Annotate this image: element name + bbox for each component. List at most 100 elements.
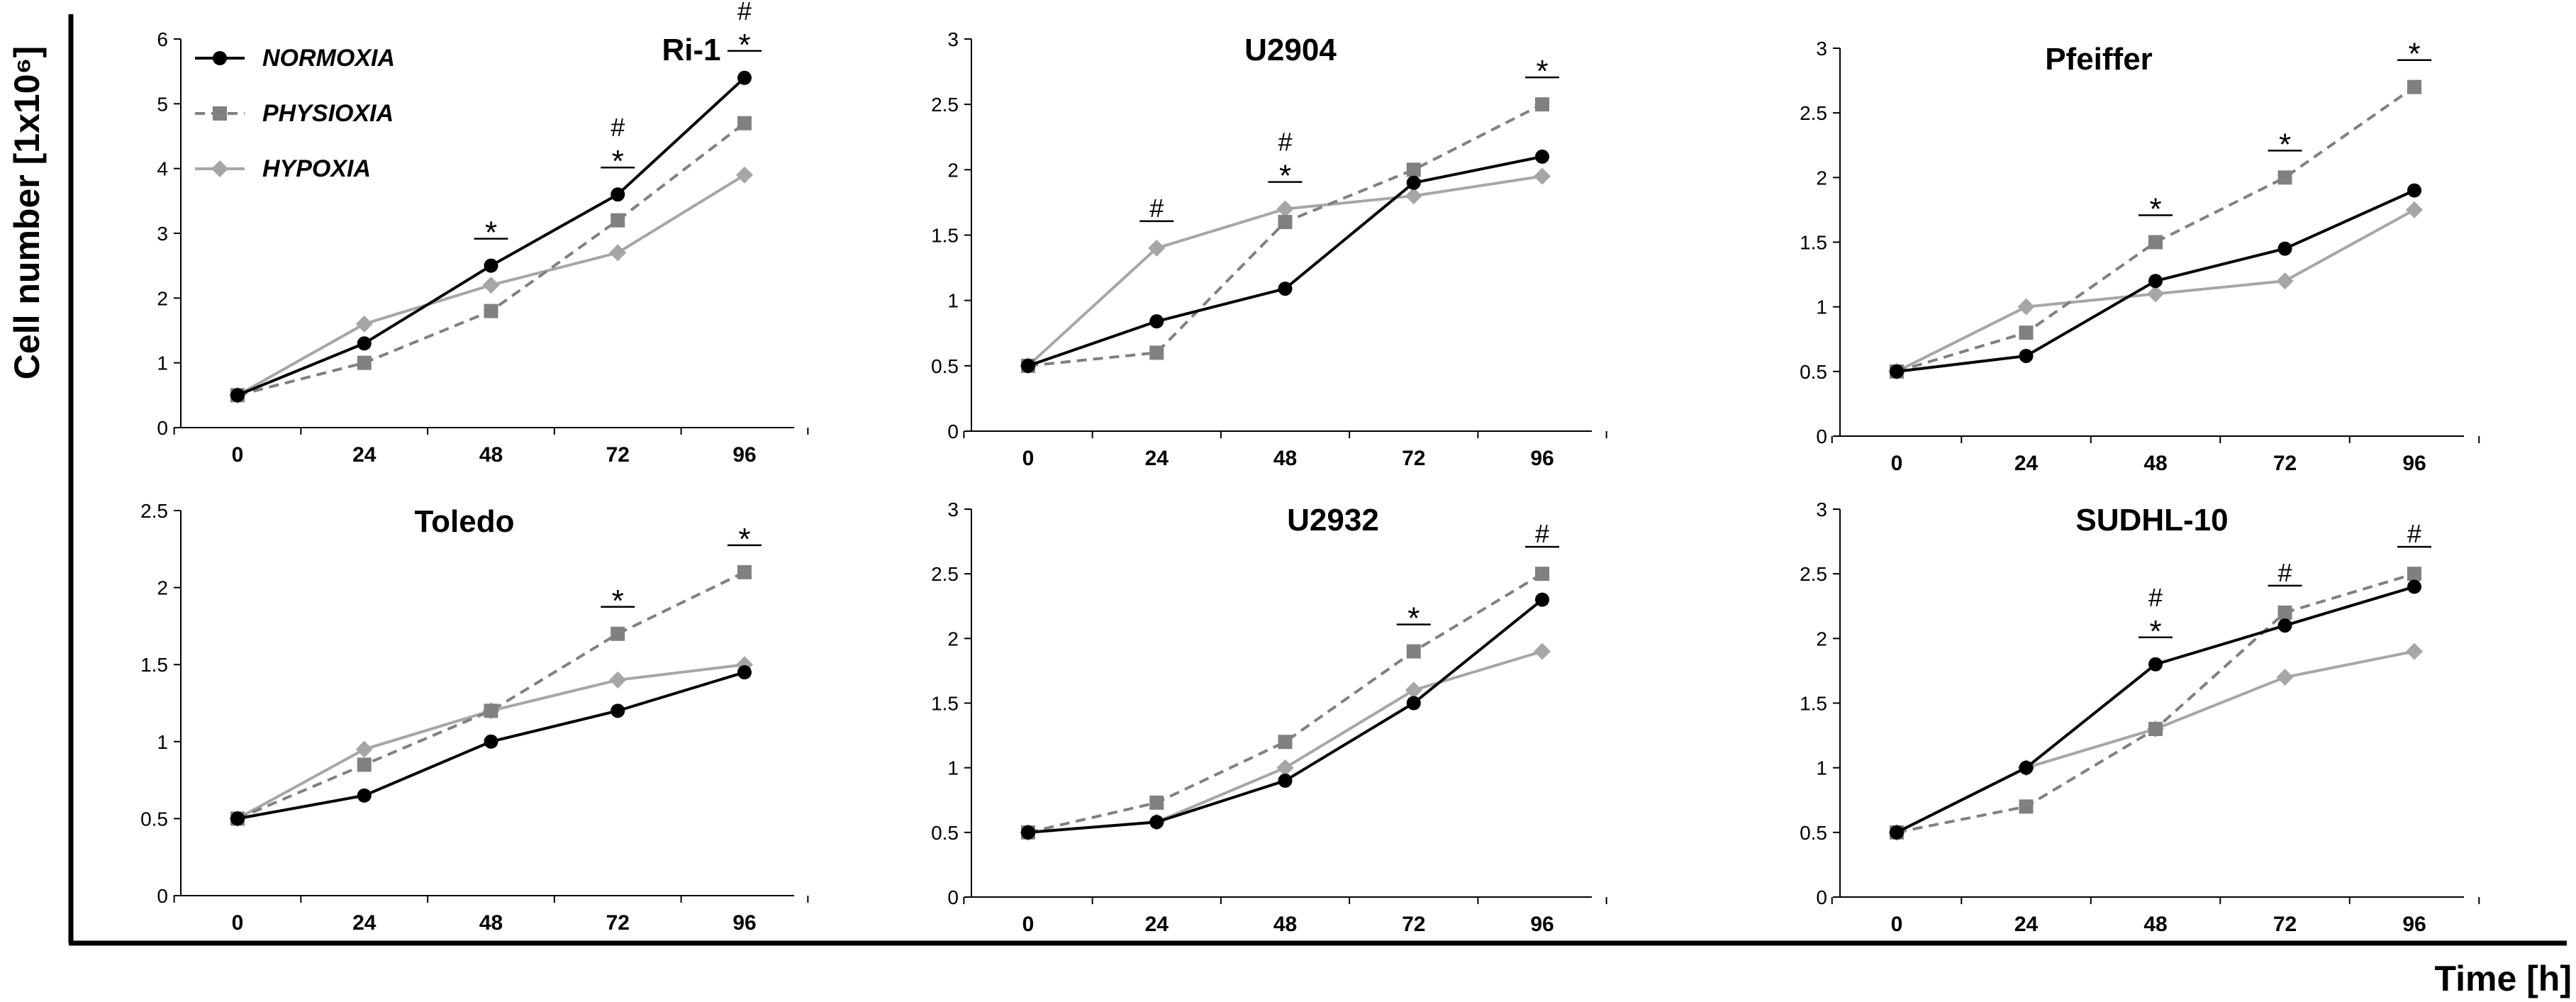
data-point-hypoxia [2406,642,2423,660]
legend-label-normoxia: NORMOXIA [262,45,395,72]
data-point-physioxia [610,213,625,228]
series-line-normoxia [1027,599,1544,834]
y-tick-label: 2.5 [931,94,959,116]
data-point-physioxia [1278,735,1293,750]
y-tick-label: 3 [947,28,959,50]
y-tick-label: 0.5 [140,808,168,830]
x-tick-label: 96 [732,911,756,935]
data-point-physioxia [484,304,498,318]
legend-marker-hypoxia [211,160,228,177]
data-point-hypoxia [2276,669,2294,686]
y-tick-label: 0 [157,417,168,439]
data-point-physioxia [737,116,752,130]
x-tick-label: 48 [2143,913,2167,936]
y-tick-label: 2.5 [140,500,168,522]
significance-star: * [2408,37,2420,72]
data-point-hypoxia [355,740,373,758]
data-point-hypoxia [2147,285,2164,303]
x-tick-label: 96 [2402,452,2426,475]
y-tick-label: 1.5 [1800,232,1827,254]
y-tick-label: 2 [947,159,959,181]
x-tick-label: 72 [1402,913,1425,936]
significance-star: * [2149,614,2161,649]
panel-title: Ri-1 [662,33,720,67]
panel-u2932: 0 0.5 1 1.5 2 2.5 3 0 24 48 72 96 U2932 * # [931,499,1607,936]
data-point-hypoxia [609,671,627,689]
y-tick-label: 0 [157,885,168,907]
data-point-physioxia [2148,721,2163,736]
x-tick-label: 0 [1891,913,1903,936]
legend-marker-physioxia [213,106,227,121]
x-tick-label: 72 [1402,447,1425,470]
significance-hash: # [2277,558,2292,587]
x-tick-label: 96 [732,443,756,467]
panel-title: U2932 [1287,503,1379,538]
y-tick-label: 2.5 [1800,102,1827,124]
data-point-physioxia [1149,345,1164,360]
y-tick-label: 0.5 [931,355,959,377]
data-point-normoxia [1149,314,1164,329]
x-tick-label: 48 [479,911,503,935]
x-tick-label: 24 [2014,452,2039,475]
data-point-normoxia [2019,348,2034,363]
data-point-physioxia [1535,97,1549,112]
x-tick-label: 96 [1530,913,1554,936]
data-point-physioxia [2019,325,2034,340]
significance-hash: # [1149,194,1164,223]
significance-star: * [1279,159,1291,194]
data-point-normoxia [1535,149,1549,164]
data-point-normoxia [1890,825,1904,840]
significance-star: * [485,216,497,250]
y-tick-label: 0 [947,421,959,442]
x-tick-label: 48 [479,443,503,467]
data-point-normoxia [357,336,372,351]
data-point-normoxia [2148,657,2163,672]
data-point-normoxia [230,811,245,826]
x-tick-label: 72 [2273,452,2297,475]
x-tick-label: 0 [1022,447,1035,470]
data-point-hypoxia [2276,272,2294,290]
series-line-hypoxia [1896,650,2415,834]
data-point-normoxia [1021,358,1035,373]
legend-marker-normoxia [213,51,227,65]
panel-title: Toledo [415,504,515,539]
data-point-normoxia [2407,183,2421,198]
x-tick-label: 24 [2014,913,2039,936]
data-point-hypoxia [355,315,373,333]
data-point-physioxia [1406,644,1421,659]
data-point-normoxia [2407,579,2421,594]
series-line-physioxia [1027,572,1544,834]
data-point-normoxia [2019,760,2034,775]
y-tick-label: 0.5 [1800,822,1827,844]
data-point-hypoxia [1534,167,1551,185]
significance-hash: # [2148,583,2163,612]
x-tick-label: 24 [1145,447,1169,470]
significance-star: * [1407,601,1420,636]
y-tick-label: 3 [157,223,168,245]
data-point-hypoxia [736,166,753,184]
y-tick-label: 2 [157,577,168,599]
y-tick-label: 0 [947,886,959,908]
significance-star: * [2279,127,2291,162]
data-point-normoxia [1406,696,1421,711]
data-point-physioxia [1278,215,1293,230]
data-point-physioxia [737,564,752,579]
y-tick-label: 0.5 [1800,361,1827,383]
y-tick-label: 6 [157,28,168,50]
panel-pfeiffer: 0 0.5 1 1.5 2 2.5 3 0 24 48 72 96 Pfeiffer * * * [1800,37,2480,475]
data-point-normoxia [1278,773,1293,788]
y-tick-label: 1.5 [140,654,168,676]
data-point-hypoxia [1276,759,1294,776]
data-point-physioxia [357,355,372,370]
y-tick-label: 3 [1816,38,1827,60]
data-point-hypoxia [1534,642,1551,660]
y-tick-label: 3 [1816,499,1827,521]
data-point-normoxia [610,703,625,718]
data-point-hypoxia [1405,187,1422,205]
legend-label-hypoxia: HYPOXIA [262,155,371,182]
y-tick-label: 0.5 [931,822,959,844]
data-point-normoxia [1535,592,1549,607]
